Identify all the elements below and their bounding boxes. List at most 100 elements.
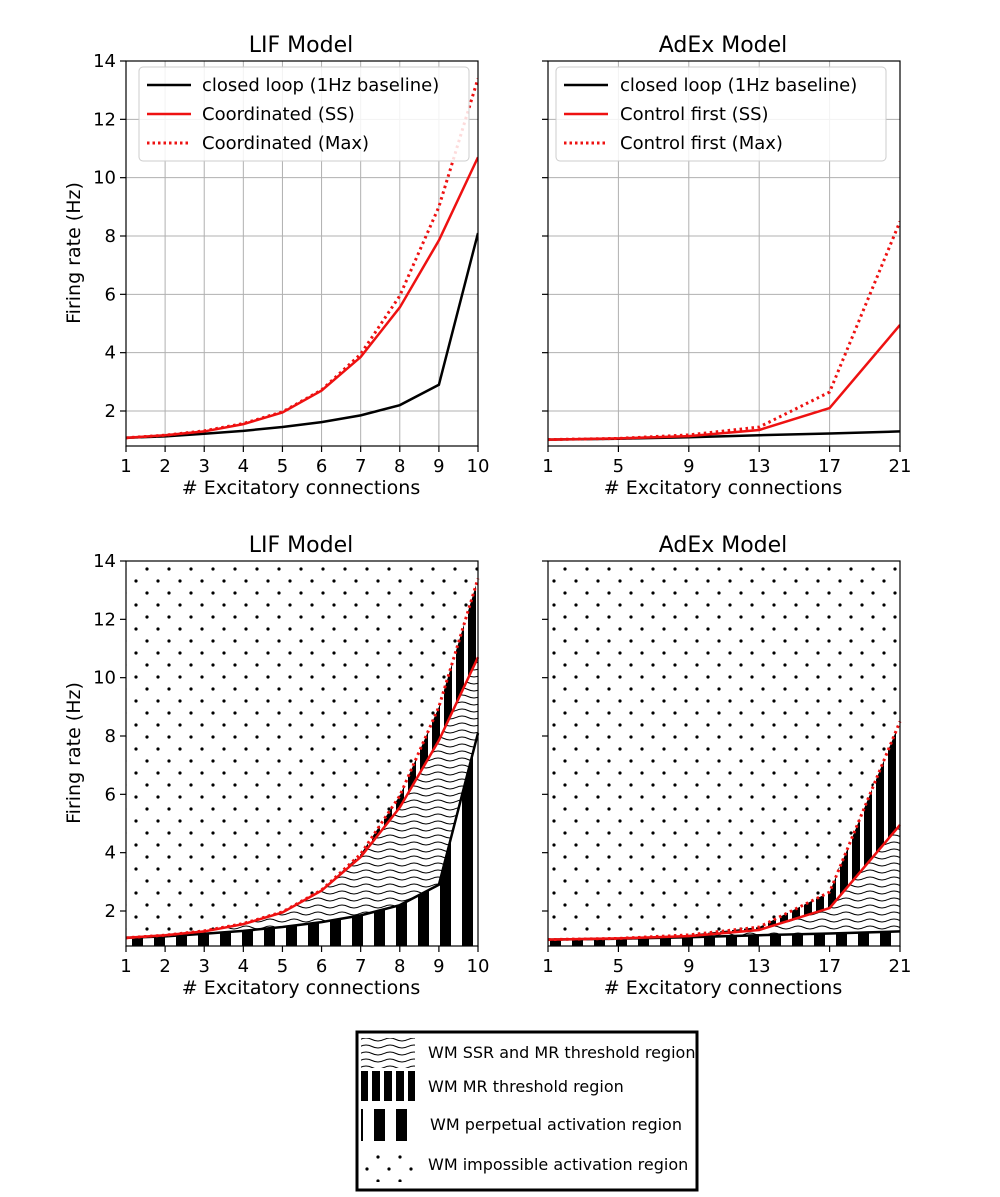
region-legend-label: WM MR threshold region [428,1077,624,1096]
legend-label: Coordinated (Max) [202,133,369,154]
y-tick-label: 10 [93,668,116,689]
axes-frame [547,60,901,447]
x-tick-label: 3 [198,456,209,477]
x-tick-label: 5 [613,956,624,977]
x-tick-label: 17 [818,456,841,477]
x-tick-label: 21 [889,956,912,977]
plot-area: 1 5 9 13 17 21 [542,560,912,977]
y-tick-label: 2 [105,901,116,922]
swatch-dots [361,1148,415,1182]
x-axis-label: # Excitatory connections [182,977,420,999]
y-tick-label: 10 [93,168,116,189]
legend-box [555,66,887,162]
y-axis-label: Firing rate (Hz) [63,182,85,324]
region-perpetual-activation [126,733,478,946]
y-tick-label: 4 [105,343,116,364]
x-axis-label: # Excitatory connections [182,477,420,499]
x-tick-label: 8 [394,456,405,477]
legend: closed loop (1Hz baseline) Coordinated (… [138,66,470,162]
legend-label: closed loop (1Hz baseline) [620,75,857,96]
x-tick-label: 2 [159,456,170,477]
x-tick-label: 6 [316,956,327,977]
panel-title: LIF Model [249,533,353,558]
axes-frame [125,560,479,947]
y-tick-label: 12 [93,109,116,130]
swatch-wavy [361,1038,415,1068]
x-tick-label: 1 [120,456,131,477]
region-legend: WM SSR and MR threshold region WM MR thr… [355,1030,699,1192]
x-tick-label: 9 [433,956,444,977]
x-axis-label: # Excitatory connections [604,977,842,999]
x-tick-label: 6 [316,456,327,477]
legend-box [138,66,470,162]
x-tick-label: 17 [818,956,841,977]
legend-label: Control first (SS) [620,104,769,125]
y-tick-label: 4 [105,843,116,864]
x-tick-label: 5 [613,456,624,477]
x-tick-label: 1 [542,456,553,477]
swatch-bars [361,1071,415,1101]
legend-label: Control first (Max) [620,133,783,154]
x-tick-label: 9 [433,456,444,477]
x-tick-label: 4 [238,956,249,977]
y-tick-label: 14 [93,51,116,72]
series-line [126,156,478,440]
y-tick-label: 8 [105,726,116,747]
x-tick-label: 13 [748,456,771,477]
x-tick-label: 9 [683,456,694,477]
region-impossible-activation [126,561,478,938]
x-tick-label: 1 [120,956,131,977]
series-line [548,324,900,441]
panel-title: AdEx Model [659,533,788,558]
region-legend-label: WM perpetual activation region [430,1115,682,1134]
x-tick-label: 13 [748,956,771,977]
series-line [126,78,478,440]
region-ssr-mr-threshold [548,824,900,940]
max-curve [125,578,480,940]
legend-label: Coordinated (SS) [202,104,355,125]
max-curve [547,720,902,942]
x-tick-label: 5 [277,456,288,477]
x-tick-label: 2 [159,956,170,977]
region-ssr-mr-threshold [126,657,478,938]
panel-title: AdEx Model [659,33,788,58]
x-tick-label: 7 [355,456,366,477]
x-tick-label: 21 [889,456,912,477]
series-line [548,220,900,442]
region-legend-label: WM SSR and MR threshold region [428,1043,695,1062]
y-tick-label: 14 [93,551,116,572]
y-tick-label: 6 [105,284,116,305]
y-axis-label: Firing rate (Hz) [63,682,85,824]
x-tick-label: 10 [467,456,490,477]
axes-frame [547,560,901,947]
lif-line-panel: LIF Model # Excitatory connections Firin… [63,33,489,499]
x-tick-label: 7 [355,956,366,977]
legend: closed loop (1Hz baseline) Control first… [555,66,887,162]
baseline-curve [125,732,480,940]
y-tick-label: 8 [105,226,116,247]
x-tick-label: 5 [277,956,288,977]
x-tick-label: 8 [394,956,405,977]
x-axis-label: # Excitatory connections [604,477,842,499]
x-tick-label: 1 [542,956,553,977]
x-tick-label: 10 [467,956,490,977]
region-impossible-activation [548,561,900,940]
x-tick-label: 9 [683,956,694,977]
region-legend-label: WM impossible activation region [428,1155,688,1174]
panel-title: LIF Model [249,33,353,58]
x-tick-label: 3 [198,956,209,977]
plot-area: 1 5 9 13 17 21 [542,60,912,477]
y-tick-label: 2 [105,401,116,422]
swatch-wide-bars [361,1109,415,1141]
lif-region-panel: LIF Model # Excitatory connections Firin… [63,533,489,999]
y-tick-label: 12 [93,609,116,630]
x-tick-label: 4 [238,456,249,477]
axes-frame [125,60,479,447]
series-line [126,232,478,440]
ss-curve [547,824,901,941]
y-tick-label: 6 [105,784,116,805]
